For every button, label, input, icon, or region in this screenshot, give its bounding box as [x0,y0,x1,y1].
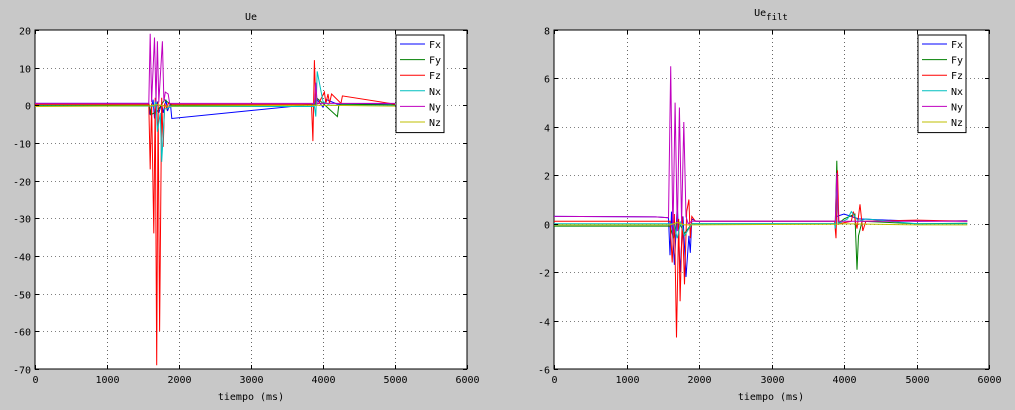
legend-box [917,34,967,134]
x-tick-label: 6000 [977,375,1001,386]
y-tick-label: -60 [13,328,31,339]
series-group [553,66,968,338]
x-tick-label: 2000 [687,375,711,386]
y-tick-label: 0 [544,221,550,232]
y-tick-label: -30 [13,215,31,226]
x-tick-label: 1000 [95,375,119,386]
x-tick-label: 3000 [239,375,263,386]
legend-label-nz: Nz [429,118,441,129]
y-tick-label: -4 [538,318,550,329]
legend-label-fx: Fx [951,40,963,51]
y-tick-label: 6 [544,75,550,86]
chart-panel-ue: Ue 0 1000 2000 3000 4000 5000 6000 -70 -60 -50 -4… [13,12,480,403]
legend-label-fz: Fz [951,71,963,82]
x-tick-label: 6000 [455,375,479,386]
legend: Fx Fy Fz Nx Ny Nz [395,34,445,134]
chart-title: Uefilt [754,8,788,23]
x-tick-label: 2000 [167,375,191,386]
legend-box [395,34,445,134]
x-tick-label: 0 [32,375,38,386]
legend-label-fx: Fx [429,40,441,51]
y-tick-label: 10 [19,65,31,76]
y-ticks: -6 -4 -2 0 2 4 6 8 [538,27,989,377]
x-tick-label: 0 [551,375,557,386]
y-tick-label: 0 [25,102,31,113]
x-tick-label: 3000 [760,375,784,386]
legend: Fx Fy Fz Nx Ny Nz [917,34,967,134]
legend-label-fy: Fy [951,56,963,67]
chart-panel-ue-filt: Uefilt 0 1000 2000 3000 4000 5000 6000 -6-4-20… [538,8,1002,403]
y-tick-label: 2 [544,172,550,183]
series-line-fz [554,170,968,338]
x-tick-label: 5000 [905,375,929,386]
x-axis-label: tiempo (ms) [218,392,284,403]
series-group [34,33,396,366]
y-tick-label: -20 [13,178,31,189]
y-tick-label: 20 [19,27,31,38]
x-ticks: 0 1000 2000 3000 4000 5000 6000 [551,30,1002,386]
legend-label-nz: Nz [951,118,963,129]
y-tick-label: -10 [13,140,31,151]
x-tick-label: 5000 [383,375,407,386]
chart-title: Ue [245,12,257,23]
legend-label-ny: Ny [429,102,441,113]
x-ticks: 0 1000 2000 3000 4000 5000 6000 [32,30,480,386]
plot-area [34,29,468,370]
series-line-ny [553,66,968,236]
plot-area [553,29,990,370]
legend-label-ny: Ny [951,102,963,113]
y-tick-label: 8 [544,27,550,38]
series-line-fx [553,204,968,278]
x-tick-label: 1000 [615,375,639,386]
legend-label-nx: Nx [951,87,963,98]
y-tick-label: -40 [13,253,31,264]
series-line-nz [34,104,396,107]
x-tick-label: 4000 [832,375,856,386]
series-line-nz [554,221,968,226]
legend-label-fz: Fz [429,71,441,82]
y-ticks: -70 -60 -50 -40 -30 -20 -10 0 10 20 [13,27,467,377]
series-line-fx [35,96,396,120]
x-axis-label: tiempo (ms) [738,392,804,403]
y-tick-label: 4 [544,124,550,135]
y-tick-label: -70 [13,366,31,377]
x-tick-label: 4000 [311,375,335,386]
y-tick-label: -50 [13,291,31,302]
series-line-ny [35,33,395,104]
y-tick-label: -6 [538,366,550,377]
legend-label-nx: Nx [429,87,441,98]
y-tick-label: -2 [538,269,550,280]
legend-label-fy: Fy [429,56,441,67]
